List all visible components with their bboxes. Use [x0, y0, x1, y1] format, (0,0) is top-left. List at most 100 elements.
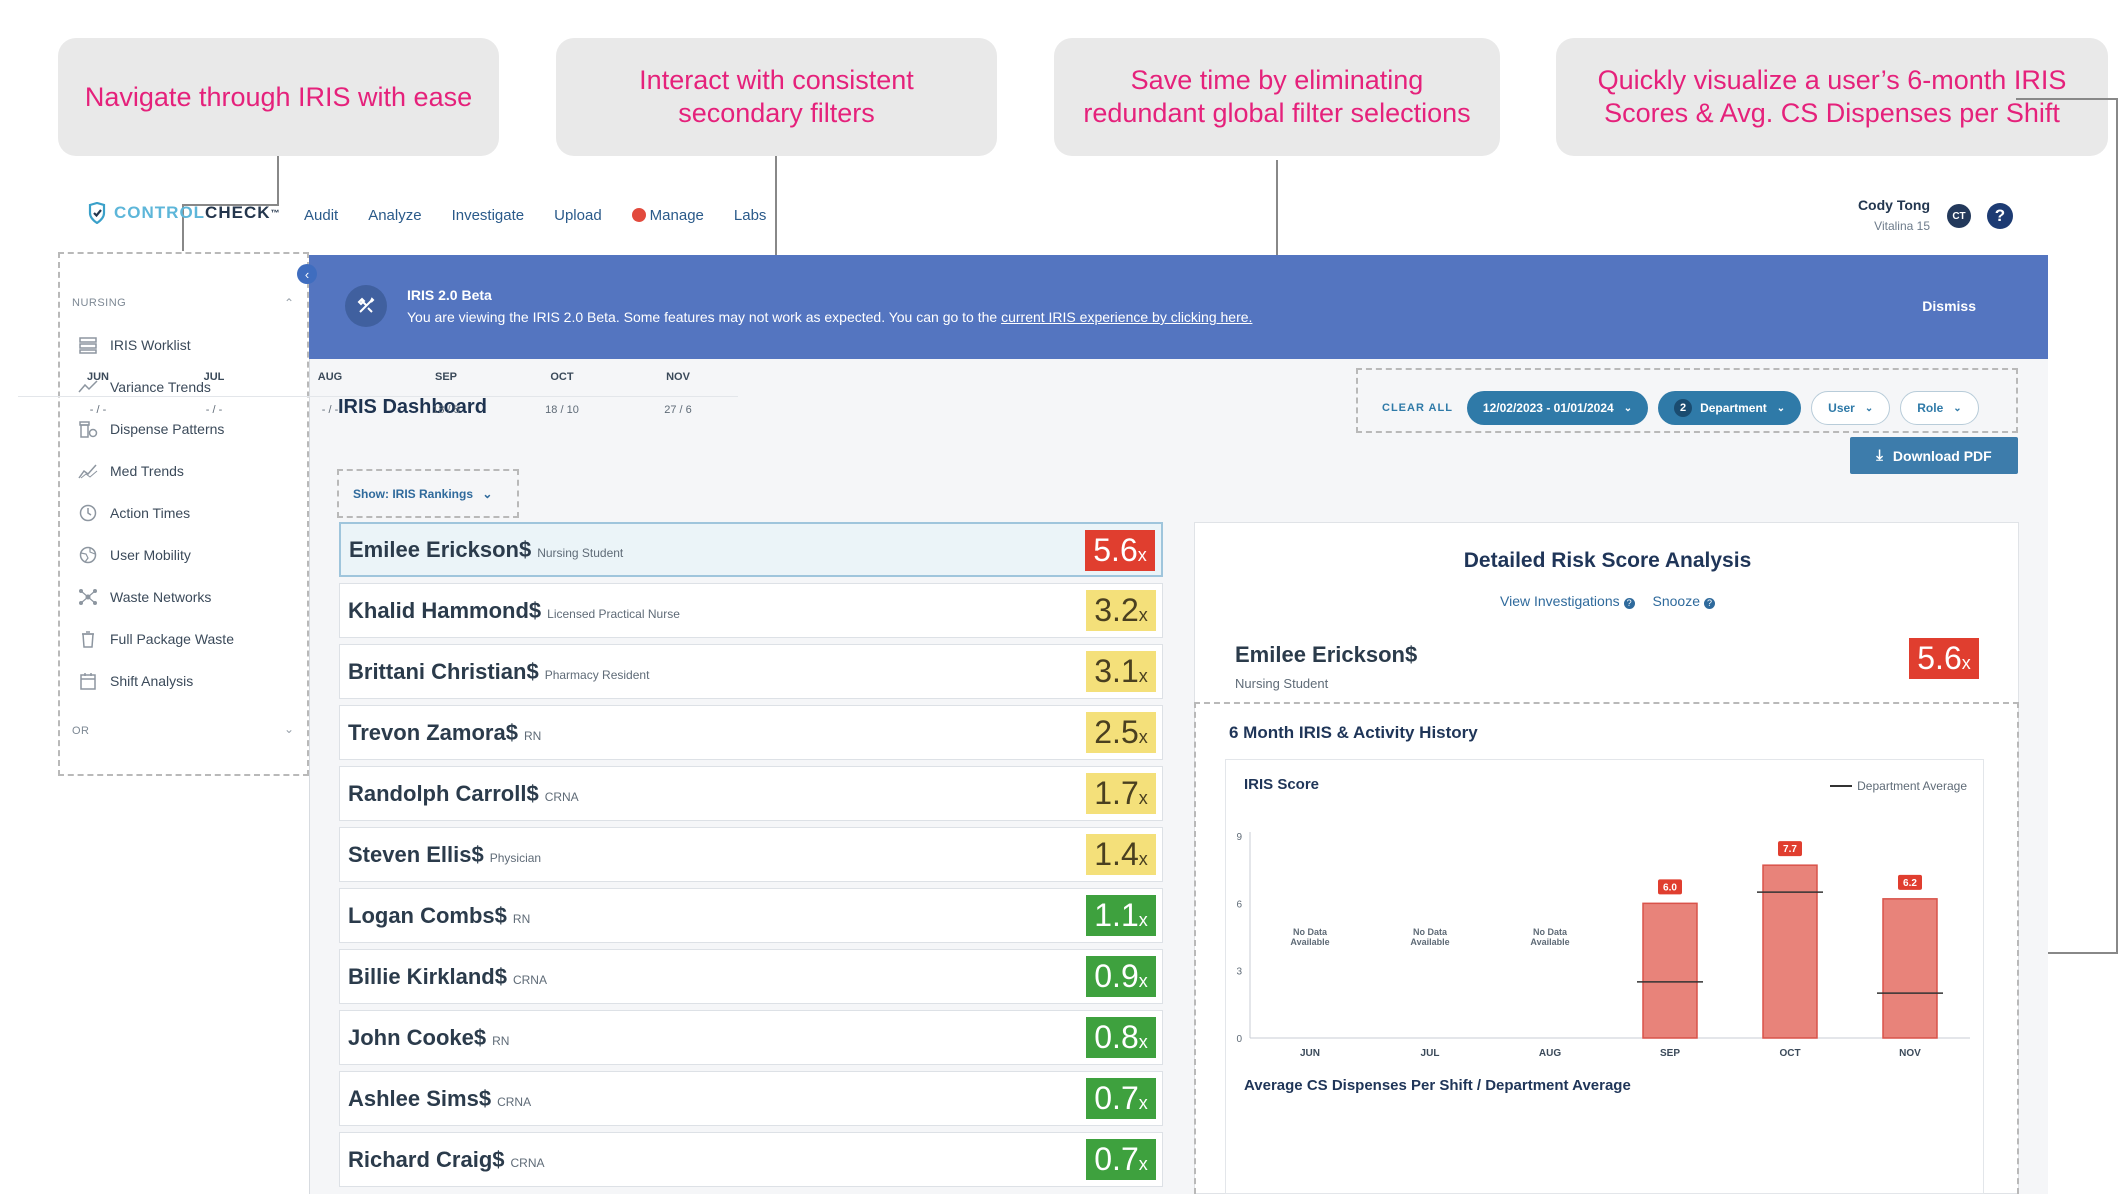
chevron-up-icon[interactable]: ⌃	[283, 296, 294, 310]
sidebar-item-waste-networks[interactable]: Waste Networks	[78, 588, 211, 606]
sidebar-item-variance-trends[interactable]: Variance Trends	[78, 378, 211, 396]
sidebar-item-full-package-waste[interactable]: Full Package Waste	[78, 630, 234, 648]
ranking-row[interactable]: Brittani Christian$ Pharmacy Resident 3.1 x	[339, 644, 1163, 699]
ranking-user-name: Emilee Erickson$	[349, 536, 532, 562]
iris-score-value: 1.1	[1094, 897, 1139, 933]
calendar-icon	[80, 673, 96, 690]
legend-line	[1830, 785, 1853, 787]
help-icon[interactable]: ?	[1987, 203, 2013, 229]
y-tick-label: 0	[1236, 1034, 1242, 1045]
x-tick-label: NOV	[1899, 1048, 1921, 1059]
cs-month-header: JUL	[203, 371, 225, 383]
ranking-row[interactable]: Richard Craig$ CRNA 0.7 x	[339, 1132, 1163, 1187]
controlcheck-logo[interactable]: CONTROL CHECK ™	[86, 202, 281, 224]
ranking-row[interactable]: Billie Kirkland$ CRNA 0.9 x	[339, 949, 1163, 1004]
secondary-filter-annotation-box	[337, 469, 519, 518]
nav-audit[interactable]: Audit	[304, 207, 339, 224]
chevron-down-icon[interactable]: ⌄	[283, 722, 294, 736]
user-info[interactable]: Cody Tong Vitalina 15	[1858, 197, 1930, 233]
ranking-row[interactable]: Khalid Hammond$ Licensed Practical Nurse 3…	[339, 583, 1163, 638]
detail-score-value: 5.6	[1917, 640, 1962, 676]
download-pdf-button[interactable]: ⤓ Download PDF	[1850, 437, 2018, 474]
ranking-row[interactable]: Steven Ellis$ Physician 1.4 x	[339, 827, 1163, 882]
snooze-link[interactable]: Snooze?	[1653, 593, 1715, 609]
clear-all-button[interactable]: CLEAR ALL	[1382, 402, 1453, 414]
score-suffix: x	[1138, 849, 1148, 869]
sidebar-section-or[interactable]: OR	[72, 725, 90, 737]
trend-line-icon	[78, 380, 98, 393]
user-filter[interactable]: User ⌄	[1811, 391, 1891, 425]
avatar[interactable]: CT	[1947, 204, 1971, 228]
bar-value-badge	[1778, 841, 1802, 857]
score-suffix: x	[1138, 605, 1148, 625]
iris-score-value: 3.2	[1094, 592, 1139, 628]
nav-links: Audit Analyze Investigate Upload Manage …	[304, 207, 766, 224]
score-suffix: x	[1138, 666, 1148, 686]
sidebar-item-action-times[interactable]: Action Times	[78, 504, 190, 522]
department-filter[interactable]: 2 Department ⌄	[1658, 391, 1802, 425]
ranking-user-name: Richard Craig$	[348, 1146, 505, 1172]
iris-score-value: 2.5	[1094, 714, 1139, 750]
sidebar-section-nursing[interactable]: NURSING	[72, 297, 127, 309]
nav-manage[interactable]: Manage	[631, 207, 704, 224]
ranking-user-name: Brittani Christian$	[348, 658, 539, 684]
view-investigations-link[interactable]: View Investigations?	[1500, 593, 1635, 609]
ranking-user-role: CRNA	[544, 789, 579, 804]
sidebar-item-label: User Mobility	[110, 547, 191, 563]
iris-score-badge: 5.6 x	[1085, 530, 1155, 571]
detail-user-name: Emilee Erickson$	[1235, 642, 1418, 667]
ranking-row[interactable]: Emilee Erickson$ Nursing Student 5.6 x	[339, 522, 1163, 577]
iris-score-value: 0.7	[1094, 1080, 1139, 1116]
iris-score-badge: 0.9 x	[1086, 956, 1156, 997]
ranking-row[interactable]: John Cooke$ RN 0.8 x	[339, 1010, 1163, 1065]
sidebar-item-shift-analysis[interactable]: Shift Analysis	[78, 672, 193, 690]
trash-icon	[82, 631, 94, 648]
bar-value-label: 6.2	[1903, 878, 1917, 889]
user-filter-label: User	[1828, 401, 1855, 415]
ranking-row[interactable]: Randolph Carroll$ CRNA 1.7 x	[339, 766, 1163, 821]
sidebar: NURSING ⌃ IRIS Worklist Variance Trends …	[58, 252, 308, 776]
nav-labs[interactable]: Labs	[733, 207, 767, 224]
sidebar-item-dispense-patterns[interactable]: Dispense Patterns	[78, 420, 224, 438]
cs-table-divider	[18, 396, 738, 397]
global-filters: CLEAR ALL 12/02/2023 - 01/01/2024 ⌄ 2 Depa…	[1382, 391, 1979, 425]
ranking-row[interactable]: Logan Combs$ RN 1.1 x	[339, 888, 1163, 943]
snooze-label: Snooze	[1652, 593, 1700, 609]
top-nav: CONTROL CHECK ™	[86, 202, 281, 224]
sidebar-item-iris-worklist[interactable]: IRIS Worklist	[78, 336, 191, 354]
nav-upload[interactable]: Upload	[554, 207, 602, 224]
iris-score-badge: 0.7 x	[1086, 1078, 1156, 1119]
logo-shield-icon	[88, 202, 106, 224]
logo-text-check: CHECK	[205, 203, 271, 222]
cs-value-cell: - / -	[205, 404, 223, 416]
ranking-row[interactable]: Ashlee Sims$ CRNA 0.7 x	[339, 1071, 1163, 1126]
network-icon	[79, 589, 97, 605]
date-range-filter[interactable]: 12/02/2023 - 01/01/2024 ⌄	[1466, 391, 1649, 425]
chart-title: IRIS Score	[1244, 776, 1320, 793]
current-iris-link[interactable]: current IRIS experience by clicking here…	[1001, 309, 1253, 325]
show-rankings-select[interactable]: Show: IRIS Rankings ⌄	[353, 487, 492, 501]
view-investigations-label: View Investigations	[1500, 593, 1620, 609]
score-suffix: x	[1138, 1093, 1148, 1113]
nav-investigate[interactable]: Investigate	[451, 207, 525, 224]
iris-score-value: 0.7	[1094, 1141, 1139, 1177]
no-data-label: Available	[1290, 937, 1329, 947]
collapse-sidebar-icon[interactable]: ‹	[297, 264, 317, 284]
ranking-user-role: Physician	[489, 850, 542, 865]
dismiss-button[interactable]: Dismiss	[1922, 298, 1976, 314]
callout-global-filters: Save time by eliminating redundant globa…	[1054, 38, 1500, 156]
chevron-down-icon: ⌄	[1776, 402, 1786, 414]
sidebar-item-user-mobility[interactable]: User Mobility	[78, 546, 191, 564]
iris-score-value: 1.7	[1094, 775, 1139, 811]
sidebar-item-med-trends[interactable]: Med Trends	[78, 462, 184, 480]
nav-analyze[interactable]: Analyze	[368, 207, 422, 224]
banner-message: You are viewing the IRIS 2.0 Beta. Some …	[407, 309, 1252, 325]
sidebar-item-label: Variance Trends	[110, 379, 211, 395]
history-title: 6 Month IRIS & Activity History	[1229, 723, 1478, 742]
logo-text-control: CONTROL	[114, 203, 206, 222]
ranking-row[interactable]: Trevon Zamora$ RN 2.5 x	[339, 705, 1163, 760]
role-filter[interactable]: Role ⌄	[1900, 391, 1979, 425]
bar-value-badge	[1898, 874, 1922, 890]
beta-banner: IRIS 2.0 Beta You are viewing the IRIS 2…	[309, 255, 2048, 359]
ranking-user-role: CRNA	[497, 1094, 532, 1109]
